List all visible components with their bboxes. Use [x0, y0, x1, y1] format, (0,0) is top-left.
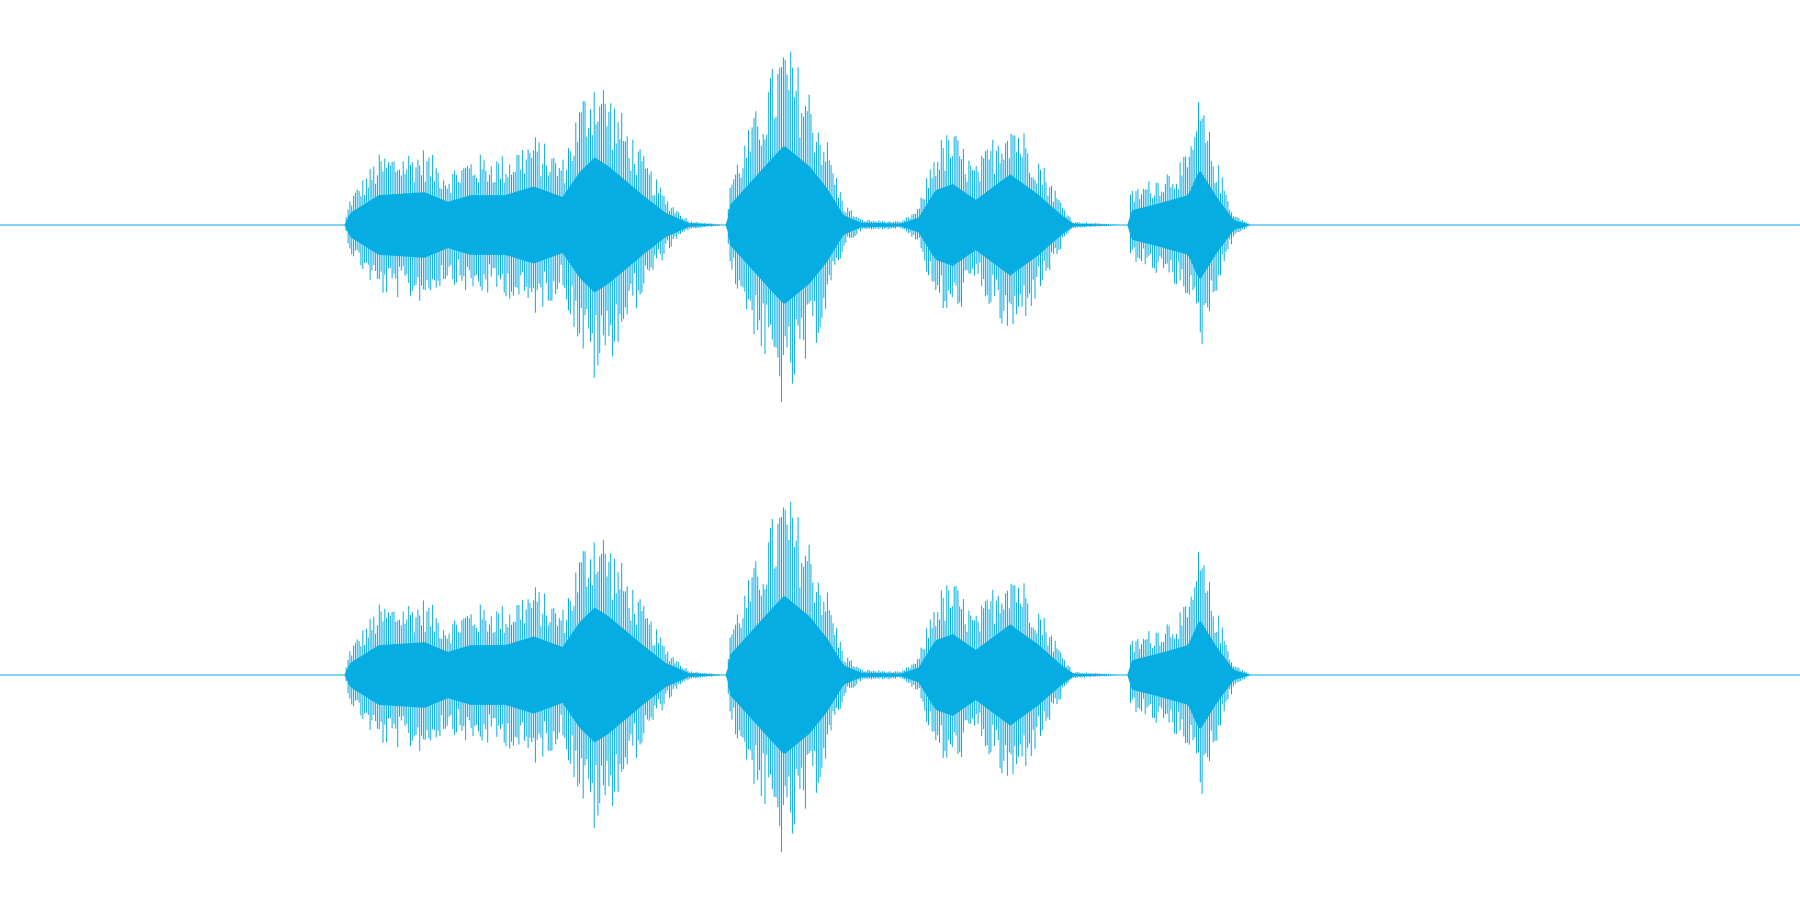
waveform-core — [344, 146, 1252, 304]
waveform-core — [344, 596, 1252, 754]
